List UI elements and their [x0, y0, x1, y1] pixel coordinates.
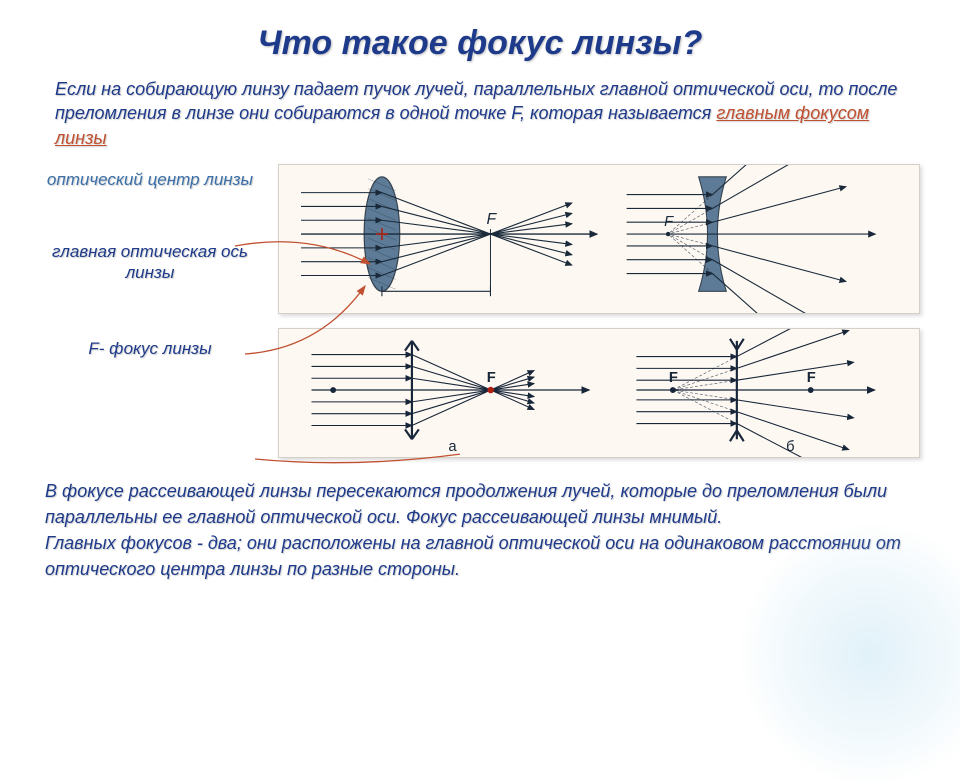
- label-optical-center: оптический центр линзы: [40, 170, 260, 190]
- svg-bottom: Fа F Fб: [279, 329, 919, 457]
- diagrams-column: FF FаFFб: [278, 164, 920, 458]
- diagram-lenses-symbolic: Fа F Fб: [278, 328, 920, 458]
- svg-text:F: F: [664, 214, 674, 230]
- diagram-lenses-shaded: FF: [278, 164, 920, 314]
- svg-text:F: F: [807, 370, 816, 386]
- middle-content: оптический центр линзы главная оптическа…: [0, 150, 960, 468]
- outro-paragraph: В фокусе рассеивающей линзы пересекаются…: [0, 468, 960, 582]
- svg-text:б: б: [786, 439, 794, 455]
- labels-column: оптический центр линзы главная оптическа…: [40, 164, 260, 458]
- svg-text:F: F: [487, 211, 498, 228]
- svg-text:F: F: [669, 370, 678, 386]
- label-focus: F- фокус линзы: [40, 339, 260, 359]
- label-main-axis: главная оптическая ось линзы: [40, 242, 260, 283]
- svg-top: FF: [279, 165, 919, 313]
- intro-paragraph: Если на собирающую линзу падает пучок лу…: [0, 77, 960, 150]
- page-title: Что такое фокус линзы?: [0, 24, 960, 63]
- svg-text:F: F: [487, 370, 496, 386]
- svg-text:а: а: [448, 439, 457, 455]
